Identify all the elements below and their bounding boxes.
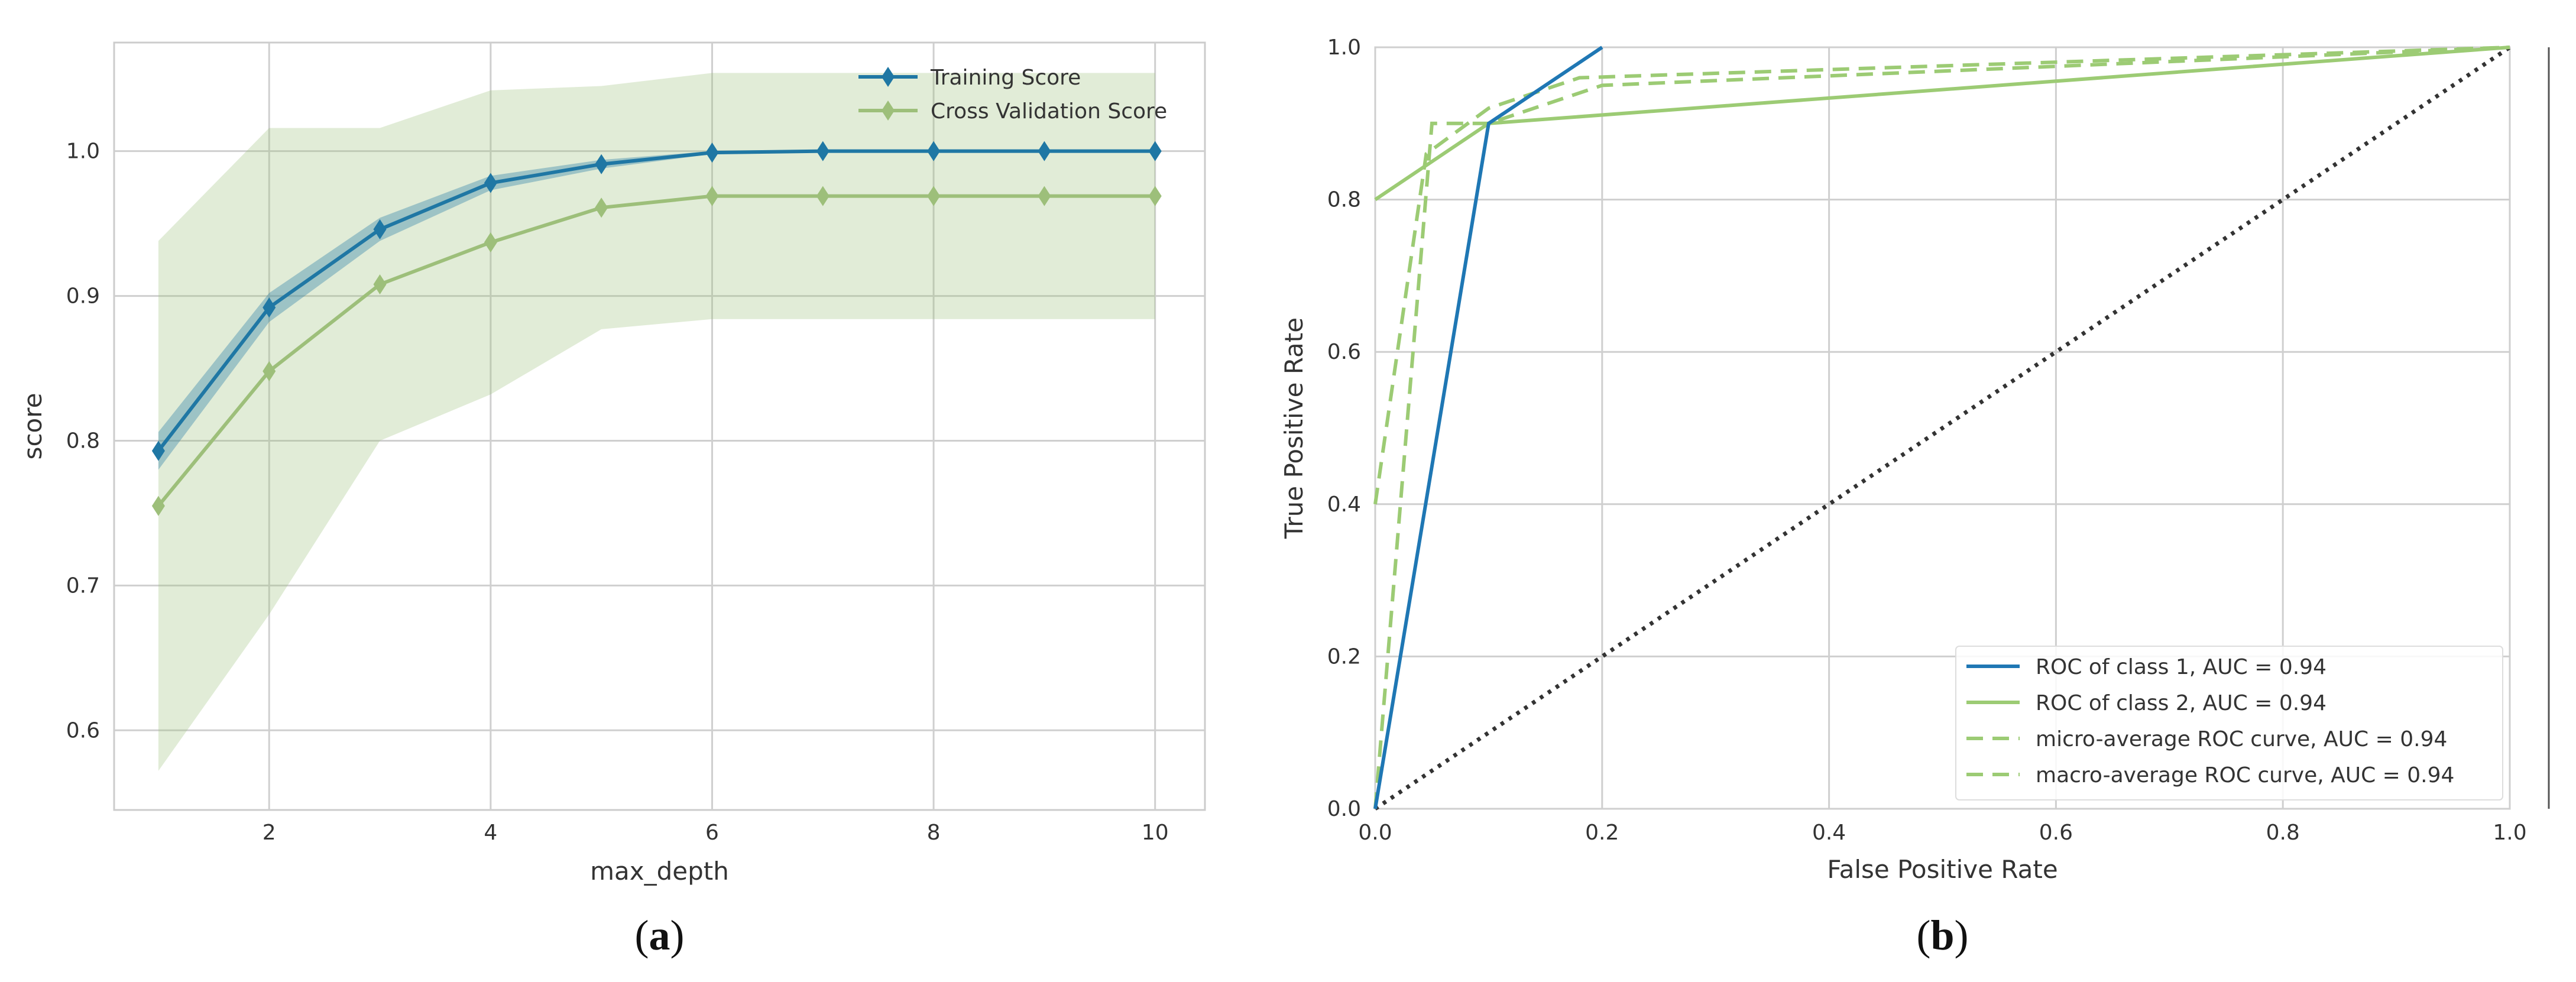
panel-a-legend-label: Cross Validation Score — [931, 99, 1167, 124]
panel-a-y-axis-label: score — [18, 393, 47, 460]
panel-b-x-tick-label: 1.0 — [2493, 821, 2526, 845]
panel-b-y-tick-label: 0.6 — [1327, 340, 1361, 364]
panel-a-marker-cross-validation — [484, 232, 497, 252]
panel-a-y-tick-label: 0.6 — [66, 718, 100, 743]
panel-a-legend-marker — [882, 67, 895, 87]
panel-a-marker-training — [705, 142, 719, 163]
panel-b-grid — [1374, 46, 2511, 810]
panel-a-marker-training — [1148, 141, 1162, 161]
panel-b-x-axis-label: False Positive Rate — [1827, 855, 2057, 884]
panel-b-caption-letter: b — [1930, 912, 1954, 959]
panel-a-marker-training — [927, 141, 941, 161]
panel-a-marker-cross-validation — [1148, 186, 1162, 206]
panel-a-x-tick-label: 4 — [484, 821, 497, 845]
panel-a-line-cross-validation — [157, 194, 1155, 507]
panel-b-series — [1373, 46, 2511, 811]
panel-a-series — [151, 141, 1162, 516]
panel-a-caption-letter: a — [649, 912, 670, 959]
panel-b-roc-chart: 0.0 0.2 0.4 0.6 0.8 1.0 0.0 0.2 0.4 0.6 0.8 1.0 Fal… — [1279, 35, 2550, 959]
panel-a-marker-training — [373, 219, 387, 239]
panel-a-y-tick-label: 0.7 — [66, 573, 100, 598]
panel-b-x-tick-label: 0.6 — [2039, 821, 2073, 845]
panel-a-marker-cross-validation — [373, 274, 387, 294]
panel-a-band-cross-validation — [158, 73, 1155, 771]
panel-b-legend-label: micro-average ROC curve, AUC = 0.94 — [2036, 727, 2447, 751]
panel-b-legend-label: macro-average ROC curve, AUC = 0.94 — [2036, 763, 2454, 787]
panel-a-caption-close: ) — [670, 912, 685, 959]
panel-a-marker-training — [595, 154, 608, 174]
panel-a-marker-training — [151, 440, 165, 461]
panel-b-y-tick-label: 0.4 — [1327, 492, 1361, 517]
panel-b-x-tick-label: 0.2 — [1585, 821, 1619, 845]
panel-a-marker-cross-validation — [595, 197, 608, 218]
panel-a-marker-cross-validation — [1038, 186, 1051, 206]
panel-a-x-tick-label: 10 — [1142, 821, 1169, 845]
panel-b-y-axis-label: True Positive Rate — [1279, 317, 1308, 539]
panel-b-caption-close: ) — [1955, 912, 1969, 959]
panel-a-x-axis-label: max_depth — [590, 857, 729, 886]
panel-b-legend: ROC of class 1, AUC = 0.94 ROC of class 2… — [1955, 646, 2503, 800]
panel-a-marker-training — [263, 297, 276, 318]
panel-a-plot-area — [113, 41, 1206, 811]
panel-a-marker-cross-validation — [816, 186, 829, 206]
panel-b-x-tick-label: 0.0 — [1358, 821, 1392, 845]
panel-b-y-tick-label: 1.0 — [1327, 35, 1361, 60]
panel-b-caption-open: ( — [1916, 912, 1930, 959]
panel-b-caption: (b) — [1916, 912, 1968, 959]
panel-a-legend: Training Score Cross Validation Score — [858, 66, 1167, 124]
panel-b-tick-labels: 0.0 0.2 0.4 0.6 0.8 1.0 0.0 0.2 0.4 0.6 0.8 1.0 — [1327, 35, 2527, 845]
panel-a-tick-labels: 2 4 6 8 10 0.6 0.7 0.8 0.9 1.0 — [66, 140, 1169, 845]
panel-a-max-depth-chart: 2 4 6 8 10 0.6 0.7 0.8 0.9 1.0 max_depth score Tr… — [18, 41, 1206, 959]
panel-a-legend-label: Training Score — [930, 66, 1081, 90]
panel-a-marker-cross-validation — [705, 186, 719, 206]
panel-a-marker-training — [816, 141, 829, 161]
panel-a-marker-cross-validation — [151, 495, 165, 516]
panel-b-x-tick-label: 0.4 — [1812, 821, 1846, 845]
panel-b-series-line-0 — [1373, 46, 1603, 809]
panel-a-confidence-bands — [158, 73, 1155, 771]
panel-a-line-training — [157, 149, 1155, 452]
panel-b-legend-label: ROC of class 2, AUC = 0.94 — [2036, 691, 2326, 715]
panel-a-y-tick-label: 0.8 — [66, 429, 100, 453]
panel-b-legend-label: ROC of class 1, AUC = 0.94 — [2036, 655, 2326, 679]
panel-a-grid — [114, 43, 1205, 810]
panel-a-y-tick-label: 0.9 — [66, 284, 100, 309]
panel-a-marker-cross-validation — [927, 186, 941, 206]
panel-b-x-tick-label: 0.8 — [2266, 821, 2300, 845]
panel-b-y-tick-label: 0.2 — [1327, 644, 1361, 669]
panel-b-series-line-4 — [1374, 46, 2511, 811]
panel-a-y-tick-label: 1.0 — [66, 140, 100, 164]
panel-a-x-tick-label: 6 — [705, 821, 719, 845]
panel-a-legend-marker — [882, 101, 895, 121]
panel-a-caption: (a) — [635, 912, 685, 959]
panel-b-y-tick-label: 0.0 — [1327, 797, 1361, 821]
panel-a-x-tick-label: 8 — [927, 821, 941, 845]
panel-a-caption-open: ( — [635, 912, 649, 959]
panel-b-legend-box — [1955, 646, 2503, 800]
panel-a-marker-cross-validation — [263, 361, 276, 381]
panel-a-x-tick-label: 2 — [263, 821, 276, 845]
panel-a-marker-training — [484, 173, 497, 193]
panel-b-series-line-3 — [1373, 46, 2510, 505]
panel-a-marker-training — [1038, 141, 1051, 161]
panel-b-y-tick-label: 0.8 — [1327, 188, 1361, 212]
